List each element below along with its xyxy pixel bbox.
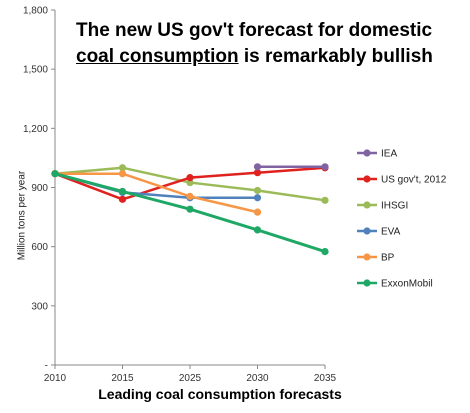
- legend-marker-exxonmobil: [363, 279, 371, 287]
- legend-marker-ihsgi: [363, 201, 371, 209]
- data-point-exxonmobil: [51, 170, 59, 178]
- x-axis-label: Leading coal consumption forecasts: [98, 386, 342, 402]
- chart-title: The new US gov't forecast for domestic c…: [76, 18, 456, 70]
- legend-marker-bp: [363, 253, 371, 261]
- y-tick-label: -: [45, 361, 48, 372]
- data-point-iea: [321, 163, 329, 171]
- data-point-us-gov-t-2012: [118, 195, 127, 203]
- legend-marker-iea: [363, 149, 371, 157]
- data-point-bp: [253, 208, 262, 216]
- data-point-ihsgi: [253, 186, 262, 195]
- legend-label-us-gov-t-2012: US gov't, 2012: [381, 175, 447, 186]
- y-tick-label: 300: [31, 301, 48, 312]
- legend-label-bp: BP: [381, 253, 395, 264]
- data-point-ihsgi: [186, 178, 194, 187]
- y-tick-label: 1,200: [23, 124, 48, 135]
- data-point-us-gov-t-2012: [253, 169, 262, 177]
- data-point-bp: [186, 192, 194, 200]
- legend-label-ihsgi: IHSGI: [381, 201, 408, 212]
- title-part1: The new US gov't forecast for domestic: [76, 20, 433, 41]
- data-point-ihsgi: [321, 196, 329, 204]
- x-tick-label: 2010: [44, 373, 67, 384]
- legend-label-eva: EVA: [381, 227, 401, 238]
- y-tick-label: 900: [31, 183, 48, 194]
- x-tick-label: 2035: [314, 373, 337, 384]
- data-point-bp: [118, 170, 127, 178]
- y-tick-label: 600: [31, 242, 48, 253]
- data-point-iea: [253, 163, 262, 171]
- legend-marker-us-gov-t-2012: [363, 175, 371, 183]
- y-tick-label: 1,800: [23, 6, 48, 17]
- data-point-exxonmobil: [118, 187, 127, 196]
- data-point-exxonmobil: [253, 226, 262, 234]
- data-point-exxonmobil: [321, 247, 329, 256]
- data-point-eva: [253, 194, 262, 202]
- x-tick-label: 2025: [179, 373, 202, 384]
- title-part2: is remarkably bullish: [238, 46, 433, 67]
- x-tick-label: 2015: [111, 373, 134, 384]
- data-point-ihsgi: [118, 164, 127, 172]
- title-underlined: coal consumption: [76, 46, 239, 67]
- data-point-exxonmobil: [186, 205, 194, 213]
- series-line-bp: [55, 172, 258, 214]
- y-tick-label: 1,500: [23, 65, 48, 76]
- data-point-us-gov-t-2012: [186, 174, 194, 182]
- x-tick-label: 2030: [246, 373, 269, 384]
- legend-marker-eva: [363, 227, 371, 235]
- legend-label-iea: IEA: [381, 149, 397, 160]
- legend-label-exxonmobil: ExxonMobil: [381, 279, 433, 290]
